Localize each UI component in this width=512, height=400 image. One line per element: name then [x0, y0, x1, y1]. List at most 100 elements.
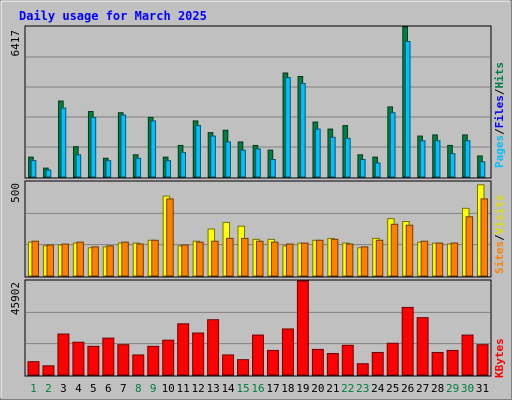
x-tick-label: 27: [416, 382, 429, 395]
x-tick-label: 23: [356, 382, 369, 395]
bar-sites-day-7: [121, 241, 129, 277]
bar-files-day-26: [404, 40, 411, 178]
bar-files-day-31: [479, 161, 486, 178]
bar-kbytes-day-7: [117, 344, 130, 376]
legend-kbytes: KBytes: [493, 338, 506, 378]
x-tick-label: 2: [45, 382, 52, 395]
bar-sites-day-31: [480, 198, 489, 277]
bar-kbytes-day-21: [326, 352, 339, 376]
chart-title: Daily usage for March 2025: [19, 9, 207, 23]
bar-files-day-27: [419, 140, 426, 178]
bar-kbytes-day-8: [132, 354, 145, 376]
bar-files-day-22: [344, 137, 351, 178]
bar-kbytes-day-14: [222, 354, 235, 376]
bar-kbytes-day-16: [252, 334, 264, 376]
bar-sites-day-5: [91, 246, 99, 277]
bar-kbytes-day-28: [431, 351, 444, 376]
bar-files-day-6: [105, 160, 112, 178]
x-tick-label: 4: [75, 382, 82, 395]
bar-files-day-24: [374, 162, 381, 178]
bar-sites-day-12: [196, 241, 204, 277]
x-tick-label: 9: [150, 382, 157, 395]
bar-files-day-21: [330, 136, 336, 178]
bar-files-day-17: [270, 158, 276, 178]
sites-panel-legend: Sites/Visits: [493, 195, 506, 275]
bar-sites-day-28: [435, 242, 444, 277]
x-tick-label: 12: [192, 382, 205, 395]
bar-files-day-20: [315, 128, 321, 178]
bar-files-day-18: [285, 77, 291, 178]
x-tick-label: 26: [401, 382, 414, 395]
x-tick-label: 6: [105, 382, 112, 395]
x-tick-label: 22: [341, 382, 354, 395]
bar-files-day-23: [359, 158, 366, 178]
x-tick-label: 16: [251, 382, 264, 395]
bar-kbytes-day-5: [87, 345, 100, 376]
bar-sites-day-18: [285, 243, 294, 277]
bar-sites-day-22: [345, 243, 354, 277]
bar-files-day-3: [60, 107, 67, 178]
bar-marks: [27, 26, 489, 376]
bar-sites-day-2: [46, 244, 54, 277]
x-tick-label: 28: [431, 382, 444, 395]
bar-kbytes-day-26: [401, 306, 414, 376]
bar-files-day-16: [255, 148, 261, 178]
bar-kbytes-day-10: [162, 339, 175, 376]
bar-sites-day-23: [360, 246, 369, 277]
bar-sites-day-20: [315, 239, 324, 277]
bar-sites-day-9: [151, 239, 159, 277]
bar-kbytes-day-31: [476, 344, 489, 376]
bar-sites-day-13: [211, 240, 219, 277]
x-tick-label: 17: [266, 382, 279, 395]
bar-kbytes-day-30: [461, 334, 474, 376]
bar-files-day-14: [225, 141, 231, 178]
bar-kbytes-day-25: [386, 342, 399, 376]
x-tick-label: 19: [296, 382, 309, 395]
bar-sites-day-26: [405, 224, 414, 277]
bar-kbytes-day-9: [147, 345, 160, 376]
x-tick-label: 20: [311, 382, 324, 395]
bar-files-day-28: [434, 140, 441, 178]
x-tick-label: 3: [60, 382, 67, 395]
legend-files: Files: [493, 95, 506, 128]
bar-sites-day-21: [330, 238, 339, 277]
kbytes-ymax-label: 45902: [9, 282, 22, 315]
x-tick-label: 29: [446, 382, 459, 395]
bar-kbytes-day-6: [102, 337, 115, 376]
bar-kbytes-day-1: [27, 361, 40, 376]
bar-files-day-10: [165, 160, 172, 178]
x-tick-label: 8: [135, 382, 142, 395]
bar-kbytes-day-2: [42, 365, 55, 376]
legend-sep-3: /: [493, 234, 506, 241]
legend-sep-2: /: [493, 88, 506, 95]
bar-files-day-7: [120, 114, 127, 178]
bar-files-day-19: [300, 82, 306, 178]
bar-sites-day-11: [181, 244, 189, 277]
bar-kbytes-day-13: [207, 319, 220, 376]
bar-sites-day-15: [241, 237, 249, 277]
bar-sites-day-14: [226, 237, 234, 277]
bar-sites-day-8: [136, 243, 144, 277]
bar-files-day-9: [150, 120, 157, 178]
x-tick-label: 5: [90, 382, 97, 395]
bar-kbytes-day-3: [57, 333, 70, 376]
bar-sites-day-27: [420, 240, 429, 277]
x-tick-label: 24: [371, 382, 385, 395]
bar-kbytes-day-15: [237, 359, 250, 376]
x-tick-label: 21: [326, 382, 339, 395]
x-tick-label: 13: [206, 382, 219, 395]
bar-kbytes-day-20: [311, 348, 324, 376]
x-tick-label: 14: [221, 382, 235, 395]
bar-files-day-8: [135, 157, 142, 178]
legend-sep-1: /: [493, 128, 506, 135]
x-tick-label: 1: [30, 382, 37, 395]
bar-sites-day-25: [390, 223, 399, 277]
bar-files-day-4: [75, 154, 82, 178]
bar-kbytes-day-4: [72, 341, 85, 376]
bar-sites-day-10: [166, 198, 174, 277]
x-tick-label: 25: [386, 382, 399, 395]
x-tick-label: 30: [461, 382, 474, 395]
bar-kbytes-day-23: [356, 363, 369, 376]
